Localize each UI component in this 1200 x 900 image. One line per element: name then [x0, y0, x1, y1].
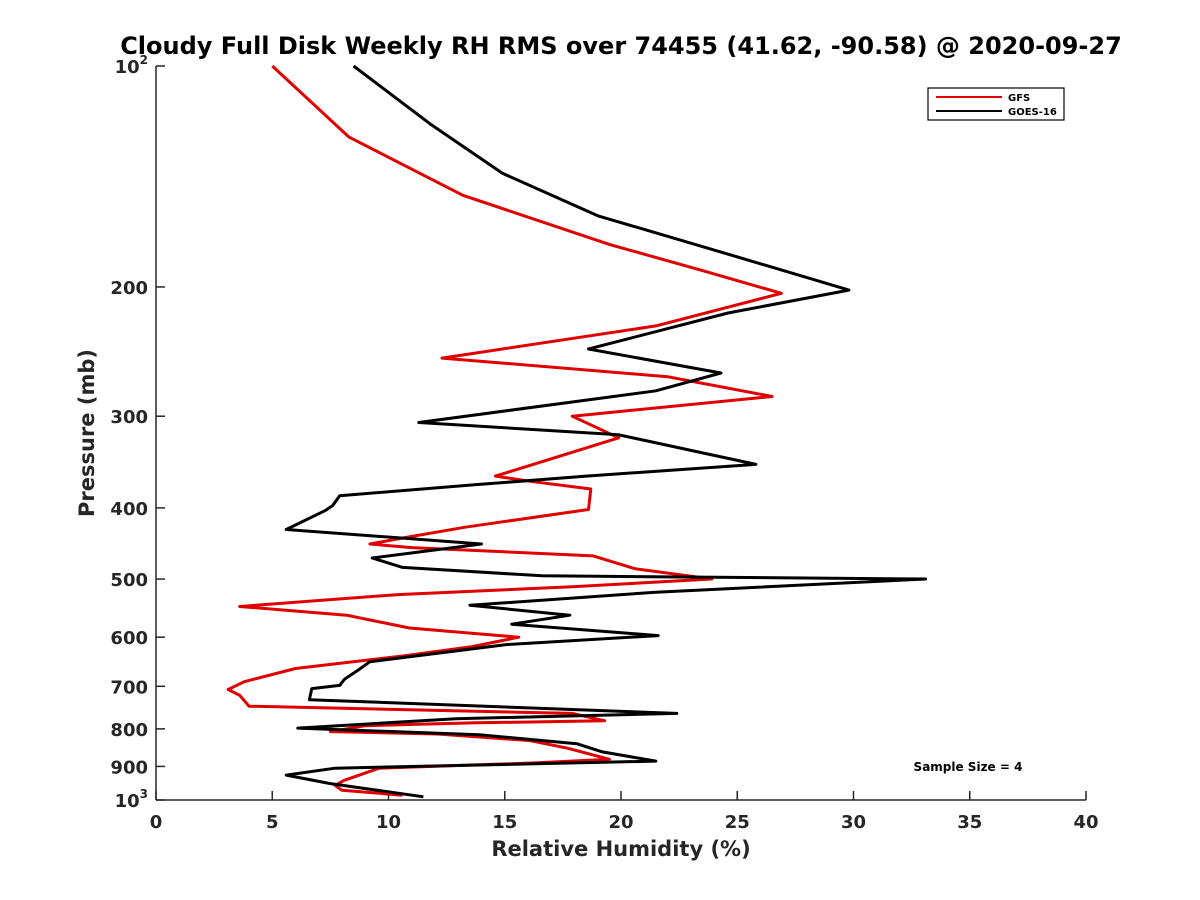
- y-tick-label: 400: [110, 499, 148, 520]
- x-tick-label: 20: [608, 812, 633, 833]
- x-tick-label: 5: [266, 812, 279, 833]
- y-tick-label: 200: [110, 278, 148, 299]
- series-line-goes-16: [284, 64, 928, 799]
- x-axis-label: Relative Humidity (%): [491, 837, 750, 861]
- legend-label-gfs: GFS: [1008, 93, 1030, 104]
- y-ticks: 102 200 300 400 500 600 700 800 900 103: [110, 53, 165, 812]
- y-tick-label: 103: [115, 787, 148, 812]
- x-tick-label: 40: [1073, 812, 1098, 833]
- x-tick-label: 30: [841, 812, 866, 833]
- y-tick-label: 900: [110, 757, 148, 778]
- x-tick-label: 35: [957, 812, 982, 833]
- x-ticks: 0 5 10 15 20 25 30 35 40: [150, 791, 1099, 833]
- x-tick-label: 10: [376, 812, 401, 833]
- y-tick-label: 600: [110, 628, 148, 649]
- x-tick-label: 15: [492, 812, 517, 833]
- y-tick-label: 102: [115, 53, 148, 78]
- legend-box: [927, 87, 1065, 121]
- y-tick-label: 300: [110, 407, 148, 428]
- x-tick-label: 0: [150, 812, 163, 833]
- y-tick-label: 800: [110, 720, 148, 741]
- series-lines: [226, 64, 928, 799]
- plot-area: 0 5 10 15 20 25 30 35 40 102 200 300 400 500 600 700 80…: [110, 53, 1098, 833]
- chart-title: Cloudy Full Disk Weekly RH RMS over 7445…: [120, 32, 1122, 60]
- y-tick-label: 500: [110, 570, 148, 591]
- legend-label-goes16: GOES-16: [1008, 107, 1057, 118]
- series-line-gfs: [226, 64, 783, 797]
- x-tick-label: 25: [725, 812, 750, 833]
- legend: GFS GOES-16: [927, 87, 1065, 121]
- y-tick-label: 700: [110, 677, 148, 698]
- sample-size-annotation: Sample Size = 4: [914, 760, 1023, 774]
- y-axis-label: Pressure (mb): [75, 349, 99, 517]
